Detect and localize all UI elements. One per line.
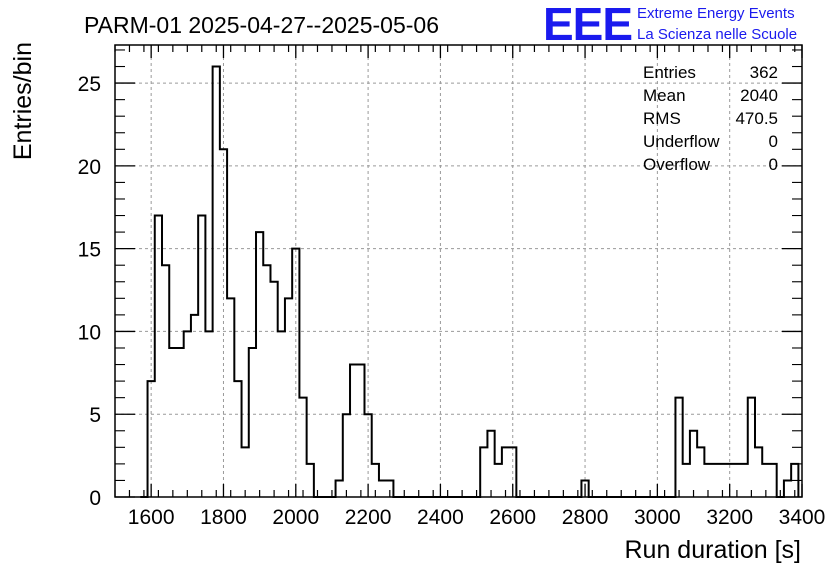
stat-value: 2040 — [740, 86, 778, 105]
stat-label: Underflow — [643, 132, 720, 151]
histogram-bin — [712, 464, 719, 497]
x-tick-label: 3200 — [706, 506, 753, 529]
histogram-bin — [697, 447, 704, 497]
histogram-bin — [487, 431, 494, 497]
histogram-bin — [234, 381, 241, 497]
histogram-bin — [755, 447, 762, 497]
y-tick-label: 25 — [78, 73, 101, 96]
x-tick-label: 2200 — [345, 506, 392, 529]
x-tick-label: 2600 — [489, 506, 536, 529]
histogram-bin — [227, 298, 234, 497]
logo-line-2: La Scienza nelle Scuole — [637, 26, 797, 43]
histogram-bin — [480, 447, 487, 497]
stat-value: 470.5 — [735, 109, 778, 128]
histogram-bin — [176, 348, 183, 497]
histogram-bin — [741, 464, 748, 497]
histogram-bin — [748, 398, 755, 497]
y-tick-label: 20 — [78, 156, 101, 179]
stats-box: Entries 362 Mean 2040 RMS 470.5 Underflow 0 Over… — [643, 63, 778, 174]
stat-value: 0 — [769, 155, 778, 174]
histogram-bin — [213, 67, 220, 497]
y-tick-label: 0 — [89, 487, 101, 510]
histogram-bin — [357, 365, 364, 497]
histogram-bin — [379, 480, 386, 497]
x-tick-label: 2800 — [562, 506, 609, 529]
y-axis-label: Entries/bin — [9, 42, 37, 160]
logo-line-1: Extreme Energy Events — [637, 5, 795, 22]
y-tick-label: 5 — [89, 404, 101, 427]
histogram-bin — [350, 365, 357, 497]
x-tick-label: 2000 — [272, 506, 319, 529]
histogram-bin — [502, 447, 509, 497]
histogram-bin — [769, 464, 776, 497]
plot-title: PARM-01 2025-04-27--2025-05-06 — [84, 12, 439, 38]
y-tick-label: 10 — [78, 321, 101, 344]
histogram-bin — [675, 398, 682, 497]
histogram-bin — [162, 265, 169, 497]
stat-label: RMS — [643, 109, 681, 128]
axis-ticks — [114, 45, 803, 498]
y-tick-label: 15 — [78, 239, 101, 262]
histogram-bin — [155, 216, 162, 497]
histogram-bin — [336, 480, 343, 497]
histogram-bin — [343, 414, 350, 497]
stat-label: Entries — [643, 63, 696, 82]
x-tick-label: 1800 — [200, 506, 247, 529]
stat-value: 362 — [750, 63, 778, 82]
histogram-bin — [242, 447, 249, 497]
x-tick-label: 3000 — [634, 506, 681, 529]
grid — [115, 45, 803, 497]
histogram-bin — [169, 348, 176, 497]
histogram-bin — [307, 464, 314, 497]
stat-label: Overflow — [643, 155, 711, 174]
x-tick-label: 3400 — [779, 506, 826, 529]
x-axis-label: Run duration [s] — [625, 536, 802, 564]
histogram-bin — [198, 216, 205, 497]
x-tick-label: 1600 — [128, 506, 175, 529]
x-tick-labels: 1600 1800 2000 2200 2400 2600 2800 3000 3200 3400 — [128, 506, 826, 529]
histogram-bin — [270, 282, 277, 497]
histogram-bin — [495, 464, 502, 497]
histogram-bin — [249, 348, 256, 497]
x-tick-label: 2400 — [417, 506, 464, 529]
histogram-bin — [191, 315, 198, 497]
histogram-bin — [263, 265, 270, 497]
histogram-bin — [784, 480, 791, 497]
histogram-bin — [285, 298, 292, 497]
stat-label: Mean — [643, 86, 686, 105]
histogram-bin — [683, 464, 690, 497]
histogram-bin — [256, 232, 263, 497]
eee-logo: EEE Extreme Energy Events La Scienza nel… — [543, 0, 797, 50]
histogram-bin — [299, 398, 306, 497]
y-tick-labels: 0 5 10 15 20 25 — [78, 73, 101, 510]
stat-value: 0 — [769, 132, 778, 151]
plot-frame — [114, 44, 803, 498]
histogram-bin — [690, 431, 697, 497]
logo-mark: EEE — [543, 0, 632, 50]
